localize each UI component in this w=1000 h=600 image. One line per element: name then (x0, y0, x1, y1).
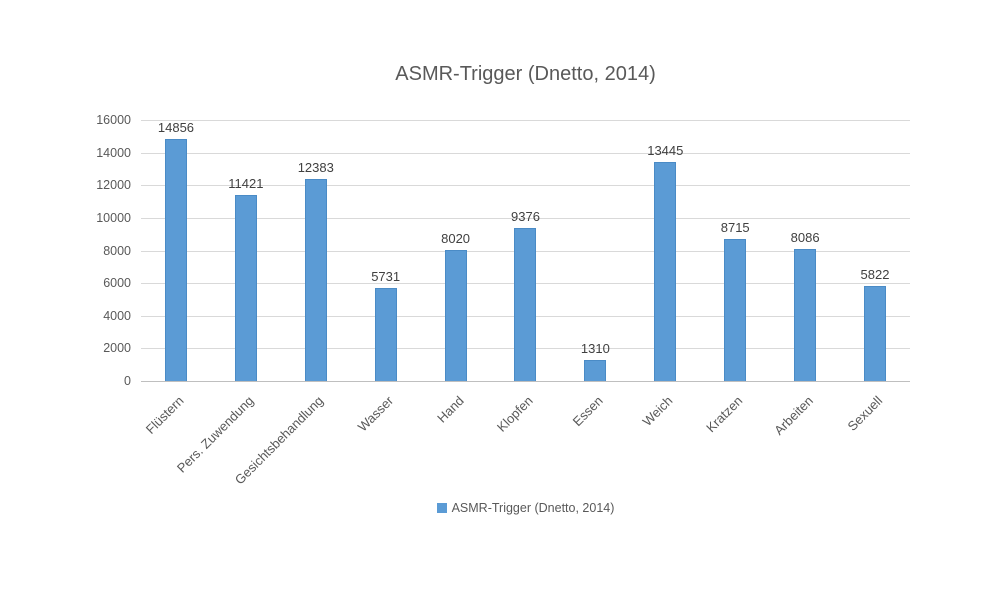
x-category-label: Wasser (354, 393, 397, 435)
bar (164, 139, 187, 381)
bar-value-label: 5822 (860, 267, 890, 283)
bar-slot: 8715 (700, 120, 770, 381)
plot-area: 14856 11421 12383 5731 8020 9376 1310 13445 8715… (141, 120, 910, 382)
bar-slot: 14856 (141, 120, 211, 381)
bar-slot: 8020 (421, 120, 491, 381)
y-tick-label: 4000 (103, 308, 131, 323)
y-tick-label: 8000 (103, 243, 131, 258)
bar (234, 194, 257, 381)
bar-slot: 5822 (840, 120, 910, 381)
gridline (141, 120, 910, 121)
x-category-label: Arbeiten (770, 393, 816, 438)
bar-value-label: 11421 (228, 175, 264, 191)
x-category-label: Sexuell (844, 393, 886, 434)
legend-swatch-icon (436, 503, 447, 513)
bar (514, 228, 537, 381)
y-tick-label: 6000 (103, 276, 131, 291)
y-tick-label: 14000 (96, 145, 131, 160)
y-tick-label: 12000 (96, 178, 131, 193)
x-category-label: Klopfen (494, 393, 537, 435)
x-category-label: Weich (639, 393, 676, 429)
gridline (141, 185, 910, 187)
bars: 14856 11421 12383 5731 8020 9376 1310 13445 8715… (141, 120, 910, 381)
x-category-label: Hand (433, 393, 467, 426)
bar (304, 179, 327, 381)
bar-slot: 1310 (560, 120, 630, 381)
y-tick-label: 10000 (96, 210, 131, 225)
gridline (141, 381, 910, 382)
bar (374, 287, 397, 381)
bar-value-label: 8715 (720, 219, 750, 235)
bar (654, 161, 677, 381)
bar-slot: 11421 (211, 120, 281, 381)
x-category-label: Essen (569, 393, 607, 430)
bar-slot: 13445 (630, 120, 700, 381)
gridline (141, 152, 910, 154)
bar (864, 286, 887, 381)
bar-slot: 8086 (770, 120, 840, 381)
legend-label: ASMR-Trigger (Dnetto, 2014) (451, 501, 615, 515)
bar-slot: 5731 (351, 120, 421, 381)
gridline (141, 217, 910, 219)
bar-value-label: 5731 (371, 268, 401, 284)
bar-value-label: 1310 (580, 340, 610, 356)
bar-value-label: 8086 (790, 230, 820, 246)
bar-slot: 12383 (281, 120, 351, 381)
chart-title: ASMR-Trigger (Dnetto, 2014) (395, 63, 656, 85)
bar (794, 249, 817, 381)
y-tick-label: 2000 (103, 341, 131, 356)
bar-value-label: 14856 (157, 120, 195, 135)
bar-value-label: 9376 (511, 209, 540, 225)
x-axis-labels: Flüstern Pers. Zuwendung Gesichtsbehandlun… (141, 381, 910, 491)
y-tick-label: 0 (124, 374, 131, 388)
x-category-label: Kratzen (703, 393, 746, 436)
bar (724, 238, 747, 381)
x-category-label: Flüstern (142, 393, 187, 437)
bar-value-label: 8020 (441, 231, 471, 247)
legend: ASMR-Trigger (Dnetto, 2014) (141, 501, 910, 515)
bar-value-label: 12383 (297, 160, 334, 176)
bar (584, 359, 607, 381)
bar (444, 250, 467, 381)
y-axis-labels: 0 2000 4000 6000 8000 10000 12000 14000 16000 (0, 113, 131, 388)
y-tick-label: 16000 (96, 113, 131, 127)
bar-value-label: 13445 (647, 142, 684, 158)
bar-slot: 9376 (491, 120, 561, 381)
